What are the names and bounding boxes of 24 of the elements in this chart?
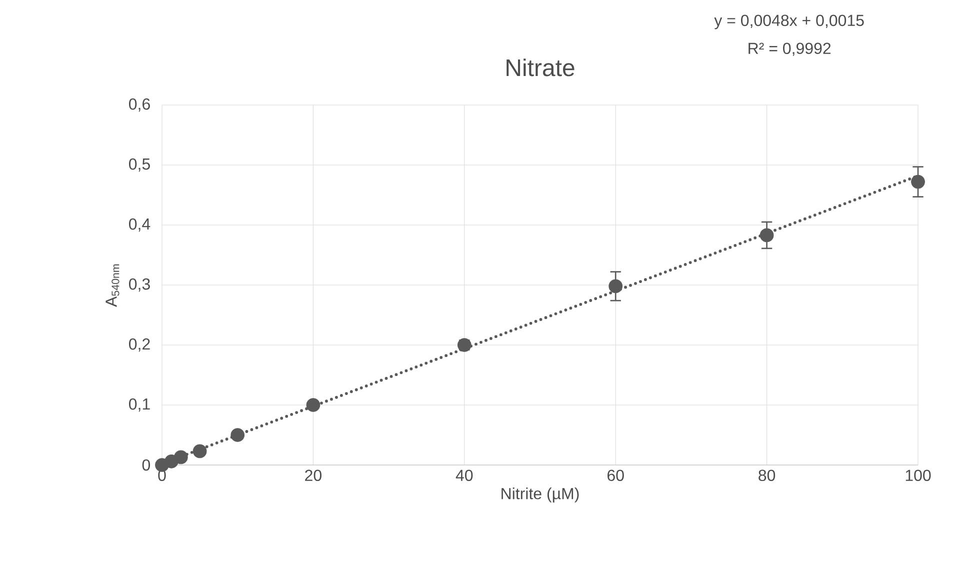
x-tick-label: 60 [608, 470, 624, 482]
point [911, 174, 925, 189]
chart-title: Nitrate [506, 58, 574, 76]
y-tick-label: 0,1 [129, 398, 150, 412]
point [192, 444, 207, 458]
y-tick-label: 0 [142, 459, 150, 471]
text: R² = 0,9992 [748, 42, 831, 56]
x-tick-label: 100 [906, 470, 931, 482]
text: y = 0,0048x + 0,0015 [714, 14, 864, 30]
point [608, 279, 623, 294]
point [174, 450, 188, 464]
y-axis-title: A$_{540nm}$ [106, 264, 120, 307]
x-tick-label: 40 [456, 470, 473, 482]
point [306, 398, 320, 412]
x-tick-label: 80 [758, 470, 776, 482]
x-tick-label: 20 [305, 470, 322, 482]
y-tick-label: 0,2 [129, 338, 150, 352]
point [230, 428, 245, 442]
y-tick-label: 0,6 [129, 98, 150, 112]
x-axis-title: Nitrite (µM) [502, 488, 579, 502]
y-tick-label: 0,4 [129, 218, 150, 232]
y-tick-label: 0,5 [129, 158, 150, 172]
point [760, 228, 774, 242]
y-tick-label: 0,3 [129, 278, 150, 292]
